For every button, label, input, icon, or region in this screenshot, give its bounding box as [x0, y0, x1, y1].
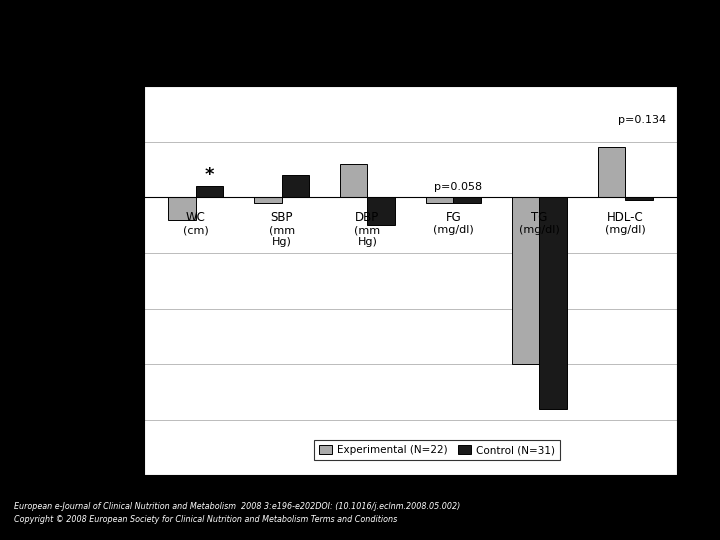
Text: HDL-C: HDL-C	[607, 211, 644, 224]
Bar	[254, 198, 282, 203]
Bar	[512, 198, 539, 364]
Text: p=0.134: p=0.134	[618, 115, 666, 125]
Text: (mg/dl): (mg/dl)	[519, 225, 559, 235]
Text: (mg/dl): (mg/dl)	[433, 225, 474, 235]
Bar	[598, 147, 625, 198]
Bar	[196, 186, 223, 198]
Text: *: *	[204, 166, 214, 184]
Text: European e-Journal of Clinical Nutrition and Metabolism  2008 3:e196-e202DOI: (1: European e-Journal of Clinical Nutrition…	[14, 502, 461, 511]
Text: (mm
Hg): (mm Hg)	[269, 225, 294, 247]
Bar	[625, 198, 652, 200]
Text: (mg/dl): (mg/dl)	[605, 225, 645, 235]
Legend: Experimental (N=22), Control (N=31): Experimental (N=22), Control (N=31)	[314, 440, 560, 460]
Text: p=0.058: p=0.058	[433, 182, 482, 192]
Text: DBP: DBP	[356, 211, 379, 224]
Bar	[454, 198, 481, 203]
Text: TG: TG	[531, 211, 547, 224]
Text: Copyright © 2008 European Society for Clinical Nutrition and Metabolism Terms an: Copyright © 2008 European Society for Cl…	[14, 515, 397, 524]
Text: (mm
Hg): (mm Hg)	[354, 225, 381, 247]
Bar	[426, 198, 454, 203]
Bar	[539, 198, 567, 409]
Text: (cm): (cm)	[183, 225, 209, 235]
Text: WC: WC	[186, 211, 206, 224]
Text: Figure 4: Figure 4	[332, 17, 388, 31]
Bar	[168, 198, 196, 220]
Bar	[367, 198, 395, 225]
Bar	[282, 176, 309, 198]
Text: FG: FG	[446, 211, 462, 224]
Text: SBP: SBP	[270, 211, 293, 224]
Bar	[340, 164, 367, 198]
